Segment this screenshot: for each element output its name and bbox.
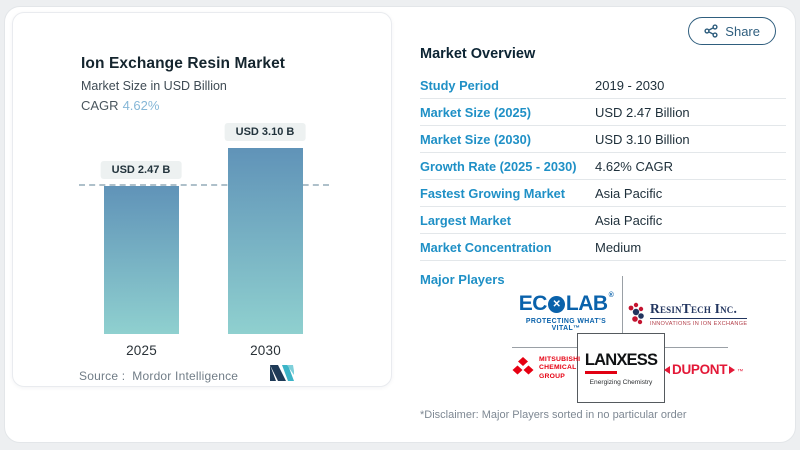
resintech-wordmark: ResinTech Inc. xyxy=(650,301,748,319)
overview-table: Study Period 2019 - 2030 Market Size (20… xyxy=(420,72,786,261)
cagr-label: CAGR xyxy=(81,98,119,113)
overview-row: Growth Rate (2025 - 2030) 4.62% CAGR xyxy=(420,153,786,180)
overview-row: Largest Market Asia Pacific xyxy=(420,207,786,234)
mitsubishi-line1: MITSUBISHI xyxy=(539,356,581,363)
reference-line xyxy=(79,184,329,186)
resintech-molecule-icon xyxy=(627,301,647,332)
share-label: Share xyxy=(725,23,760,39)
row-value: 4.62% CAGR xyxy=(595,158,674,174)
value-label-2025: USD 2.47 B xyxy=(100,161,182,179)
major-players-label: Major Players xyxy=(420,272,505,287)
row-value: Asia Pacific xyxy=(595,185,663,201)
resintech-text: ResinTech Inc. INNOVATIONS IN ION EXCHAN… xyxy=(650,301,748,327)
row-value: 2019 - 2030 xyxy=(595,77,665,93)
players-vertical-divider xyxy=(622,276,623,347)
ecolab-circle-icon: ✕ xyxy=(547,295,565,313)
lanxess-logo: LANXESS Energizing Chemistry xyxy=(577,333,665,403)
dupont-logo: DUPONT ™ xyxy=(664,362,743,377)
mitsubishi-text: MITSUBISHI CHEMICAL GROUP xyxy=(539,356,580,381)
share-icon xyxy=(704,24,718,38)
ecolab-wordmark: EC ✕ LAB ® xyxy=(511,292,621,316)
dupont-wordmark: DUPONT xyxy=(672,362,728,377)
dupont-trademark: ™ xyxy=(737,369,744,375)
chart-cagr: CAGR 4.62% xyxy=(81,98,285,113)
value-label-2030: USD 3.10 B xyxy=(224,123,306,141)
mordor-intelligence-logo-icon xyxy=(270,365,295,386)
lanxess-wordmark: LANXESS xyxy=(584,350,658,369)
registered-mark: ® xyxy=(608,292,614,299)
cagr-value: 4.62% xyxy=(122,98,160,113)
source-label: Source : xyxy=(79,368,126,383)
chart-header: Ion Exchange Resin Market Market Size in… xyxy=(81,55,285,113)
row-label: Market Size (2025) xyxy=(420,104,531,120)
lanxess-wordmark-block: LANXESS xyxy=(584,350,658,374)
source-value: Mordor Intelligence xyxy=(132,368,239,383)
mitsubishi-line2: CHEMICAL xyxy=(539,364,577,372)
overview-row: Study Period 2019 - 2030 xyxy=(420,72,786,99)
row-value: Medium xyxy=(595,239,642,255)
chart-card: Ion Exchange Resin Market Market Size in… xyxy=(12,12,392,387)
row-label: Study Period xyxy=(420,77,499,93)
row-value: Asia Pacific xyxy=(595,212,663,228)
dupont-left-chevron-icon xyxy=(664,365,670,374)
ecolab-text-right: LAB xyxy=(565,292,608,315)
row-label: Growth Rate (2025 - 2030) xyxy=(420,158,577,174)
lanxess-tagline: Energizing Chemistry xyxy=(589,378,653,386)
resintech-logo: ResinTech Inc. INNOVATIONS IN ION EXCHAN… xyxy=(627,301,748,332)
overview-title: Market Overview xyxy=(420,46,536,62)
row-label: Market Concentration xyxy=(420,239,552,255)
mitsubishi-diamonds-icon xyxy=(512,357,534,380)
overview-row: Fastest Growing Market Asia Pacific xyxy=(420,180,786,207)
mitsubishi-line3: GROUP xyxy=(539,372,565,380)
overview-row: Market Size (2025) USD 2.47 Billion xyxy=(420,99,786,126)
row-value: USD 2.47 Billion xyxy=(595,104,690,120)
bar-2030 xyxy=(228,148,303,334)
overview-row: Market Size (2030) USD 3.10 Billion xyxy=(420,126,786,153)
overview-row: Market Concentration Medium xyxy=(420,234,786,261)
row-label: Fastest Growing Market xyxy=(420,185,566,201)
ecolab-logo: EC ✕ LAB ® PROTECTING WHAT'S VITAL™ xyxy=(511,292,621,332)
bar-2025 xyxy=(104,186,179,334)
x-tick-2030: 2030 xyxy=(250,343,281,358)
dupont-right-chevron-icon xyxy=(729,365,736,374)
ecolab-text-left: EC xyxy=(518,292,548,315)
resintech-tagline: INNOVATIONS IN ION EXCHANGE xyxy=(650,321,748,327)
mitsubishi-chemical-group-logo: MITSUBISHI CHEMICAL GROUP xyxy=(512,356,580,381)
share-button[interactable]: Share xyxy=(688,17,776,45)
disclaimer-text: *Disclaimer: Major Players sorted in no … xyxy=(420,409,687,421)
lanxess-red-bar xyxy=(584,370,617,374)
source-text: Source : Mordor Intelligence xyxy=(79,369,238,383)
source-row: Source : Mordor Intelligence xyxy=(79,365,295,386)
chart-subtitle: Market Size in USD Billion xyxy=(81,79,227,93)
ecolab-tagline: PROTECTING WHAT'S VITAL™ xyxy=(525,318,607,332)
row-label: Largest Market xyxy=(420,212,512,228)
x-tick-2025: 2025 xyxy=(126,343,157,358)
row-value: USD 3.10 Billion xyxy=(595,131,690,147)
row-label: Market Size (2030) xyxy=(420,131,531,147)
chart-title: Ion Exchange Resin Market xyxy=(81,55,286,72)
